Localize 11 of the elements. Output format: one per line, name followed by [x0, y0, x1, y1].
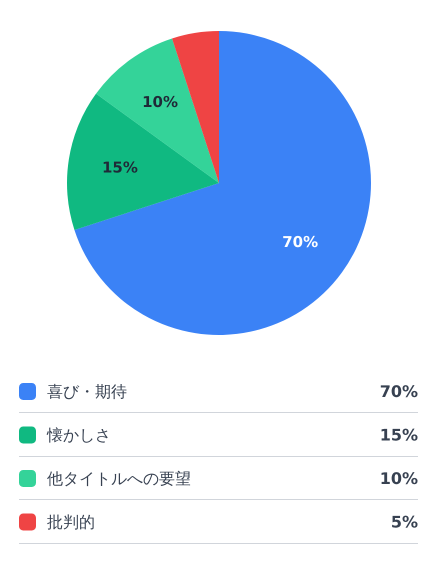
- legend-label: 他タイトルへの要望: [47, 469, 191, 488]
- data-label: 15%: [102, 158, 138, 176]
- data-label: 70%: [282, 232, 318, 251]
- data-label: 10%: [142, 92, 178, 111]
- data-label: 5%: [390, 512, 418, 532]
- legend-label: 喜び・期待: [47, 382, 127, 401]
- text: 10%: [380, 469, 418, 488]
- legend-label: 批判的: [47, 512, 95, 532]
- text: 70%: [380, 382, 418, 401]
- text: 15%: [380, 426, 418, 444]
- legend-label: 懐かしさ: [46, 426, 111, 444]
